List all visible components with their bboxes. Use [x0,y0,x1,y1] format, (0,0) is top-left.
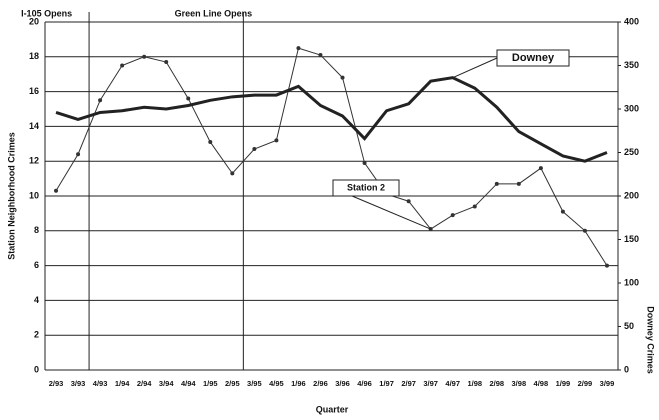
y-tick-label: 18 [29,51,39,61]
x-tick-label: 4/96 [357,379,372,388]
point [142,54,147,59]
point [274,138,279,143]
x-tick-label: 2/95 [225,379,240,388]
y2-tick-label: 400 [624,16,639,26]
point [582,228,587,233]
x-tick-label: 1/97 [379,379,394,388]
x-tick-label: 1/94 [115,379,130,388]
point [318,53,323,58]
y-tick-label: 6 [34,260,39,270]
x-tick-label: 3/94 [159,379,174,388]
y-tick-label: 20 [29,16,39,26]
y2-axis-title: Downey Crimes [646,306,656,374]
x-tick-label: 4/97 [445,379,460,388]
x-tick-label: 3/96 [335,379,350,388]
y2-tick-label: 350 [624,60,639,70]
point [230,171,235,176]
point [362,160,367,165]
x-tick-label: 3/95 [247,379,262,388]
x-tick-label: 3/99 [600,379,615,388]
annotation: I-105 Opens [21,8,72,18]
point [604,263,609,268]
y-tick-label: 16 [29,86,39,96]
x-tick-label: 2/94 [137,379,152,388]
x-tick-label: 1/95 [203,379,218,388]
y2-tick-label: 200 [624,190,639,200]
point [164,60,169,65]
x-tick-label: 1/99 [556,379,571,388]
y2-tick-label: 100 [624,277,639,287]
point [54,188,59,193]
x-tick-label: 2/97 [401,379,416,388]
y-tick-label: 10 [29,190,39,200]
y-axis-title: Station Neighborhood Crimes [6,132,16,260]
y2-tick-label: 300 [624,103,639,113]
y-tick-label: 4 [34,295,39,305]
point [296,46,301,51]
x-tick-label: 3/98 [512,379,527,388]
y-tick-label: 0 [34,364,39,374]
y-tick-label: 2 [34,330,39,340]
y-tick-label: 14 [29,121,39,131]
x-tick-label: 3/93 [71,379,86,388]
point [208,140,213,145]
series-line [55,76,608,163]
x-tick-label: 4/95 [269,379,284,388]
x-tick-label: 3/97 [423,379,438,388]
x-tick-label: 2/93 [49,379,64,388]
point [340,75,345,80]
point [538,166,543,171]
x-tick-label: 2/96 [313,379,328,388]
point [120,63,125,68]
x-tick-label: 4/93 [93,379,108,388]
point [450,213,455,218]
callout-line [452,57,498,79]
y2-tick-label: 250 [624,147,639,157]
y2-tick-label: 0 [624,364,629,374]
point [98,98,103,103]
point [516,181,521,186]
legend-box [332,179,400,197]
x-tick-label: 4/98 [534,379,549,388]
point [76,152,81,157]
point [252,147,257,152]
y-tick-label: 12 [29,156,39,166]
x-tick-label: 4/94 [181,379,196,388]
x-tick-label: 2/98 [489,379,504,388]
y2-tick-label: 150 [624,234,639,244]
series-line [55,47,608,266]
legend-label: Station 2 [347,182,385,192]
point [560,209,565,214]
annotation: Green Line Opens [175,8,253,18]
x-tick-label: 2/99 [578,379,593,388]
y2-tick-label: 50 [624,321,634,331]
legend-label: Downey [512,52,555,64]
point [494,181,499,186]
y-tick-label: 8 [34,225,39,235]
point [406,199,411,204]
point [472,204,477,209]
legend-box [496,49,570,67]
x-axis-title: Quarter [316,404,349,414]
x-tick-label: 1/96 [291,379,306,388]
x-tick-label: 1/98 [467,379,482,388]
point [186,96,191,101]
